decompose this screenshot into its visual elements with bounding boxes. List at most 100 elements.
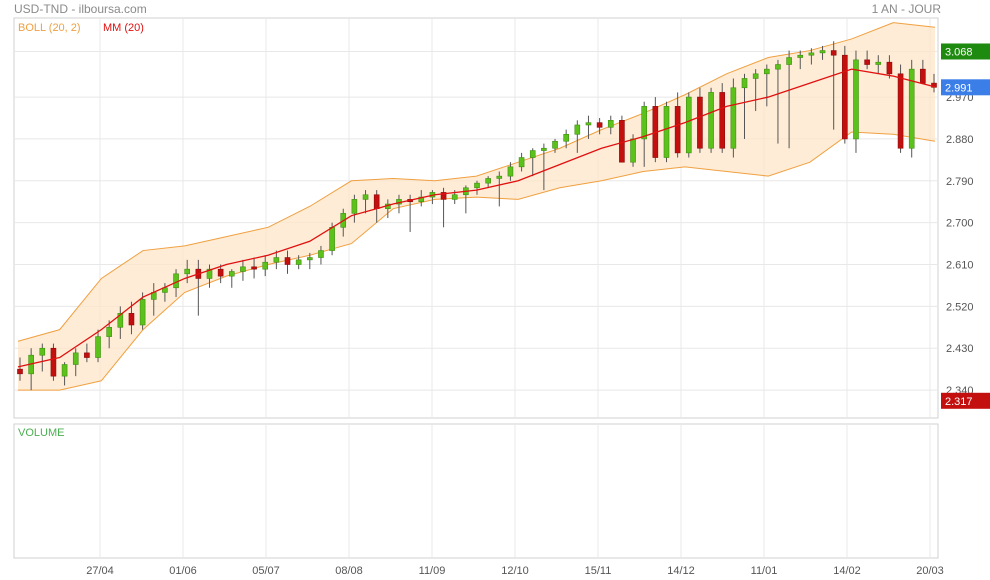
candle-body <box>507 166 514 177</box>
candle-body <box>295 259 302 265</box>
candle-body <box>61 364 68 377</box>
chart-title: USD-TND - ilboursa.com <box>14 2 147 16</box>
y-tick-label: 2.700 <box>946 218 974 230</box>
volume-label: VOLUME <box>18 427 65 439</box>
candle-body <box>240 266 246 272</box>
candle-body <box>518 157 525 168</box>
candle-body <box>574 124 581 135</box>
candle-body <box>474 182 480 189</box>
candle-body <box>619 120 625 163</box>
x-tick-label: 01/06 <box>169 565 197 577</box>
candle-body <box>585 122 592 126</box>
candle-body <box>351 199 358 214</box>
candle-body <box>273 257 280 263</box>
y-tick-label: 2.880 <box>946 134 974 146</box>
candle-body <box>373 194 380 209</box>
candle-body <box>808 52 815 56</box>
candle-body <box>663 106 670 158</box>
candle-body <box>864 59 870 65</box>
candle-body <box>886 61 893 75</box>
candle-body <box>451 194 458 200</box>
price-badge-high-text: 3.068 <box>945 46 973 58</box>
candle-body <box>496 175 503 179</box>
x-tick-label: 12/10 <box>501 565 529 577</box>
legend-mm: MM (20) <box>103 22 144 34</box>
candle-body <box>674 106 681 154</box>
volume-pane-frame <box>13 423 939 559</box>
candle-body <box>418 196 425 203</box>
y-tick-label: 2.610 <box>946 260 974 272</box>
candle-body <box>630 138 636 163</box>
candle-body <box>897 73 904 149</box>
moving-average-line <box>17 68 936 368</box>
x-tick-label: 20/03 <box>916 565 944 577</box>
candle-body <box>529 150 536 158</box>
x-tick-label: 14/02 <box>833 565 861 577</box>
x-tick-label: 11/09 <box>419 565 446 577</box>
price-badge-low <box>941 392 990 409</box>
candle-body <box>819 50 826 54</box>
period-label[interactable]: 1 AN - JOUR <box>871 2 941 16</box>
y-tick-label: 2.430 <box>946 343 974 355</box>
x-tick-label: 14/12 <box>667 565 695 577</box>
candle-body <box>262 261 269 270</box>
candle-body <box>318 250 324 258</box>
candle-body <box>908 68 915 149</box>
candle-body <box>329 227 335 251</box>
candle-body <box>931 82 937 88</box>
candle-body <box>307 257 313 261</box>
x-tick-label: 11/01 <box>751 565 778 577</box>
x-tick-label: 27/04 <box>86 565 114 577</box>
candle-body <box>697 96 703 149</box>
candle-body <box>251 266 257 270</box>
candle-body <box>217 268 224 277</box>
candle-body <box>128 313 135 326</box>
candle-body <box>797 54 804 58</box>
x-tick-label: 08/08 <box>335 565 363 577</box>
candle-body <box>775 64 781 70</box>
price-badge-high <box>941 43 990 60</box>
bollinger-lower-line <box>18 131 936 391</box>
candle-body <box>95 336 101 358</box>
bollinger-band-fill <box>18 22 935 391</box>
candle-body <box>830 50 837 56</box>
candle-body <box>173 273 179 289</box>
candle-body <box>730 87 737 149</box>
candle-body <box>875 61 882 65</box>
y-tick-label: 2.520 <box>946 301 974 313</box>
candle-body <box>117 313 124 328</box>
candle-body <box>50 347 57 377</box>
candle-body <box>39 347 46 356</box>
candle-body <box>184 268 190 275</box>
candle-body <box>284 257 291 265</box>
candle-body <box>719 92 726 149</box>
price-badge-low-text: 2.317 <box>945 396 973 408</box>
candle-body <box>607 120 614 128</box>
x-tick-label: 05/07 <box>252 565 280 577</box>
candle-body <box>228 271 235 277</box>
candle-body <box>72 352 79 365</box>
candle-body <box>440 192 447 200</box>
candle-body <box>139 299 146 326</box>
legend-boll: BOLL (20, 2) <box>18 22 81 34</box>
candle-body <box>563 133 569 142</box>
candle-body <box>362 194 369 200</box>
candle-body <box>206 268 213 279</box>
y-tick-label: 2.790 <box>946 176 974 188</box>
candle-body <box>752 73 759 79</box>
candle-body <box>786 57 792 65</box>
candle-body <box>853 59 859 140</box>
candle-body <box>741 78 748 89</box>
candle-body <box>685 96 692 154</box>
candle-body <box>552 140 558 149</box>
candle-body <box>920 68 926 84</box>
candle-body <box>842 54 848 140</box>
bollinger-upper-line <box>17 22 936 342</box>
price-pane-frame <box>13 17 939 419</box>
candle-body <box>84 352 90 358</box>
candle-body <box>485 178 491 184</box>
price-badge-last-text: 2.991 <box>945 82 973 94</box>
candle-body <box>106 327 112 337</box>
candle-body <box>764 68 770 75</box>
